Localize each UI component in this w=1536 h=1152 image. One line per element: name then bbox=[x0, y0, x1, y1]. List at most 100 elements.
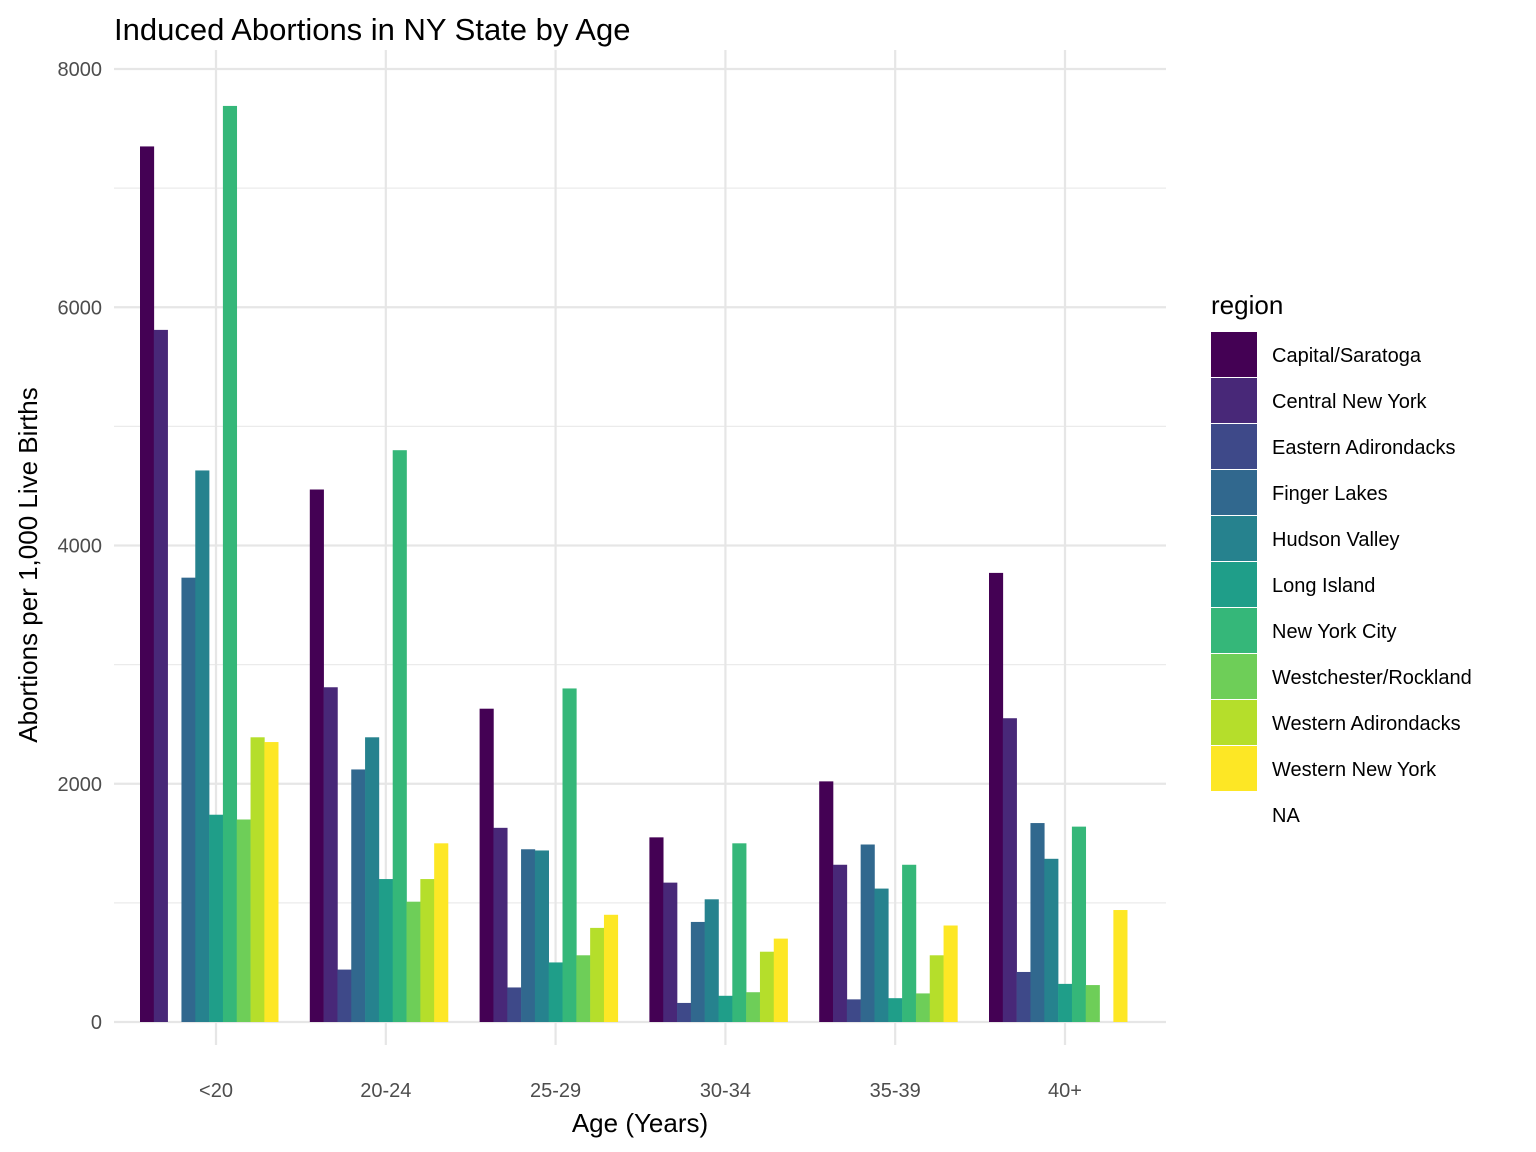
bar bbox=[1071, 826, 1087, 1022]
bar bbox=[351, 769, 366, 1022]
legend-key bbox=[1211, 746, 1257, 791]
legend-title: region bbox=[1211, 290, 1283, 320]
legend-label: Eastern Adirondacks bbox=[1272, 437, 1455, 459]
bar bbox=[704, 899, 719, 1022]
bar bbox=[479, 708, 494, 1022]
bar bbox=[989, 572, 1004, 1022]
y-tick-label: 0 bbox=[91, 1012, 102, 1034]
legend-label: Hudson Valley bbox=[1272, 529, 1399, 551]
bar bbox=[1085, 985, 1100, 1022]
bar bbox=[337, 969, 352, 1022]
y-tick-labels: 0 2000 4000 6000 8000 bbox=[58, 59, 103, 1034]
bar bbox=[493, 827, 508, 1022]
bar bbox=[236, 819, 251, 1022]
bar bbox=[833, 864, 848, 1022]
chart-title: Induced Abortions in NY State by Age bbox=[114, 12, 630, 47]
legend-label: Western Adirondacks bbox=[1272, 713, 1461, 735]
bar bbox=[902, 864, 917, 1022]
legend-key bbox=[1211, 332, 1257, 377]
bar bbox=[264, 742, 279, 1022]
bar bbox=[1058, 983, 1073, 1022]
bar bbox=[195, 470, 210, 1022]
bar bbox=[309, 489, 324, 1023]
bar bbox=[507, 987, 522, 1022]
bar bbox=[521, 849, 536, 1022]
legend-label: NA bbox=[1272, 805, 1300, 827]
bar bbox=[649, 837, 664, 1022]
legend-label: Central New York bbox=[1272, 391, 1428, 413]
legend-key bbox=[1211, 792, 1257, 837]
legend-label: Western New York bbox=[1272, 759, 1437, 781]
bar bbox=[603, 914, 619, 1022]
legend-label: Westchester/Rockland bbox=[1272, 667, 1472, 689]
y-axis-title: Abortions per 1,000 Live Births bbox=[13, 387, 43, 743]
y-tick-label: 8000 bbox=[58, 59, 103, 81]
legend: region Capital/Saratoga Central New York E… bbox=[1211, 290, 1472, 837]
x-tick-label: 40+ bbox=[1048, 1080, 1082, 1102]
bar bbox=[874, 888, 889, 1022]
bar bbox=[562, 688, 577, 1022]
legend-key bbox=[1211, 470, 1257, 515]
bar bbox=[392, 450, 407, 1022]
x-axis-title: Age (Years) bbox=[572, 1108, 708, 1138]
legend-label: Long Island bbox=[1272, 575, 1375, 597]
x-tick-label: 25-29 bbox=[530, 1080, 581, 1102]
bar bbox=[718, 995, 733, 1022]
y-tick-label: 2000 bbox=[58, 774, 103, 796]
bar bbox=[1044, 858, 1059, 1022]
bar bbox=[677, 1002, 692, 1022]
bar bbox=[576, 955, 591, 1022]
bar bbox=[819, 781, 834, 1022]
legend-key bbox=[1211, 562, 1257, 607]
legend-key bbox=[1211, 654, 1257, 699]
bar bbox=[209, 814, 224, 1022]
legend-key bbox=[1211, 424, 1257, 469]
bar bbox=[1016, 971, 1031, 1022]
bar bbox=[420, 879, 435, 1022]
legend-key bbox=[1211, 608, 1257, 653]
grid-lines bbox=[114, 50, 1166, 1045]
bar bbox=[1030, 823, 1045, 1022]
legend-key bbox=[1211, 378, 1257, 423]
bars bbox=[140, 105, 1128, 1023]
bar bbox=[323, 687, 338, 1022]
x-tick-label: <20 bbox=[199, 1080, 233, 1102]
legend-label: Finger Lakes bbox=[1272, 483, 1388, 505]
legend-key bbox=[1211, 516, 1257, 561]
bar bbox=[153, 329, 168, 1022]
bar bbox=[929, 955, 944, 1022]
legend-label: New York City bbox=[1272, 621, 1397, 643]
x-tick-label: 20-24 bbox=[360, 1080, 411, 1102]
legend-key bbox=[1211, 700, 1257, 745]
bar bbox=[140, 146, 155, 1022]
bar bbox=[759, 951, 775, 1022]
bar bbox=[663, 882, 678, 1022]
bar bbox=[406, 901, 421, 1022]
bar bbox=[222, 105, 238, 1022]
bar bbox=[250, 737, 265, 1022]
bar bbox=[846, 999, 861, 1022]
bar bbox=[746, 992, 761, 1022]
bar bbox=[690, 921, 705, 1022]
y-tick-label: 4000 bbox=[58, 536, 103, 558]
bar bbox=[548, 962, 563, 1022]
bar bbox=[1113, 910, 1128, 1022]
bar bbox=[773, 938, 788, 1022]
bar bbox=[181, 577, 196, 1022]
bar bbox=[365, 737, 380, 1022]
legend-items: Capital/Saratoga Central New York Eastern … bbox=[1211, 332, 1472, 837]
bar bbox=[534, 850, 549, 1022]
bar bbox=[915, 993, 931, 1022]
bar bbox=[888, 998, 903, 1022]
x-tick-label: 35-39 bbox=[870, 1080, 921, 1102]
legend-label: Capital/Saratoga bbox=[1272, 345, 1422, 367]
bar bbox=[1002, 718, 1017, 1022]
bar bbox=[590, 927, 605, 1022]
y-tick-label: 6000 bbox=[58, 297, 103, 319]
bar bbox=[860, 844, 875, 1022]
x-tick-label: 30-34 bbox=[700, 1080, 751, 1102]
bar bbox=[943, 925, 958, 1022]
bar bbox=[434, 843, 449, 1022]
x-tick-labels: <20 20-24 25-29 30-34 35-39 40+ bbox=[199, 1080, 1082, 1102]
